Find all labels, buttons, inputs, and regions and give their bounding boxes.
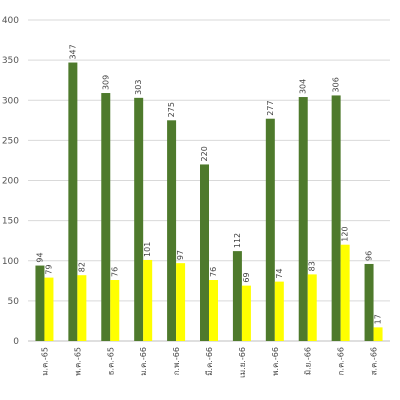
data-label-series-2: 17 (374, 314, 383, 324)
x-tick-label: ม.ค.-65 (40, 347, 49, 376)
x-tick-label: ม.ค.-66 (139, 347, 148, 376)
y-tick-label: 100 (2, 257, 19, 267)
x-tick-label: มี.ค.-66 (205, 347, 214, 376)
x-tick-label: ก.ค.-66 (337, 347, 346, 375)
y-tick-label: 50 (8, 297, 20, 307)
data-label-series-2: 97 (176, 250, 185, 260)
bars (35, 62, 383, 342)
x-tick-label: พ.ค.-66 (271, 347, 280, 376)
data-label-series-2: 82 (77, 262, 86, 272)
data-label-series-2: 69 (242, 272, 251, 282)
bar-series-1 (200, 164, 209, 341)
x-tick-label: มิ.ย.-66 (304, 347, 313, 375)
data-label-series-1: 277 (266, 100, 275, 115)
bar-series-1 (68, 62, 78, 341)
y-tick-label: 350 (2, 56, 19, 66)
x-axis: ม.ค.-65 พ.ค.-65 ธ.ค.-65 ม.ค.-66 ก.พ.-66 มี.ค.… (40, 347, 378, 378)
data-label-series-1: 303 (134, 80, 143, 95)
bar-series-2 (274, 281, 284, 341)
data-label-series-1: 304 (299, 79, 308, 94)
y-tick-label: 250 (2, 136, 19, 146)
y-tick-label: 400 (2, 16, 19, 26)
bar-series-2 (209, 280, 218, 341)
data-label-series-2: 120 (341, 226, 350, 241)
y-tick-label: 150 (2, 217, 19, 227)
x-tick-label: พ.ค.-65 (73, 347, 82, 376)
y-tick-label: 200 (2, 177, 19, 187)
bar-series-1 (364, 263, 374, 341)
y-tick-label: 0 (13, 337, 19, 347)
x-tick-label: ก.พ.-66 (172, 347, 181, 375)
data-label-series-2: 101 (143, 242, 152, 257)
bar-series-1 (331, 95, 341, 341)
bar-series-2 (340, 244, 350, 341)
bar-series-2 (373, 327, 383, 341)
data-label-series-1: 94 (35, 252, 44, 262)
bar-series-1 (35, 265, 45, 341)
x-tick-label: เม.ย.-66 (238, 347, 247, 378)
bar-series-1 (265, 118, 275, 342)
bar-series-2 (77, 275, 87, 341)
data-label-series-2: 79 (44, 264, 53, 274)
bar-series-2 (241, 285, 251, 341)
y-tick-label: 300 (2, 96, 19, 106)
bar-series-2 (44, 277, 54, 341)
x-tick-label: ส.ค.-66 (370, 347, 379, 375)
bar-series-1 (232, 251, 242, 341)
data-label-series-1: 220 (200, 146, 209, 161)
bar-series-1 (134, 97, 144, 341)
bar-series-2 (176, 263, 186, 341)
data-label-series-1: 306 (332, 77, 341, 92)
data-label-series-2: 76 (209, 267, 218, 277)
data-label-series-1: 275 (167, 102, 176, 117)
data-label-series-1: 347 (68, 44, 77, 59)
data-label-series-1: 112 (233, 233, 242, 248)
bar-series-1 (101, 93, 111, 341)
bar-series-1 (167, 120, 177, 341)
data-label-series-2: 83 (308, 261, 317, 271)
data-label-series-2: 76 (110, 267, 119, 277)
x-tick-label: ธ.ค.-65 (106, 347, 115, 375)
data-label-series-1: 309 (101, 75, 110, 90)
bar-series-1 (298, 97, 308, 341)
data-label-series-2: 74 (275, 268, 284, 278)
bar-series-2 (110, 280, 120, 341)
bar-series-2 (143, 259, 153, 341)
data-label-series-1: 96 (365, 251, 374, 261)
bar-series-2 (307, 274, 317, 341)
